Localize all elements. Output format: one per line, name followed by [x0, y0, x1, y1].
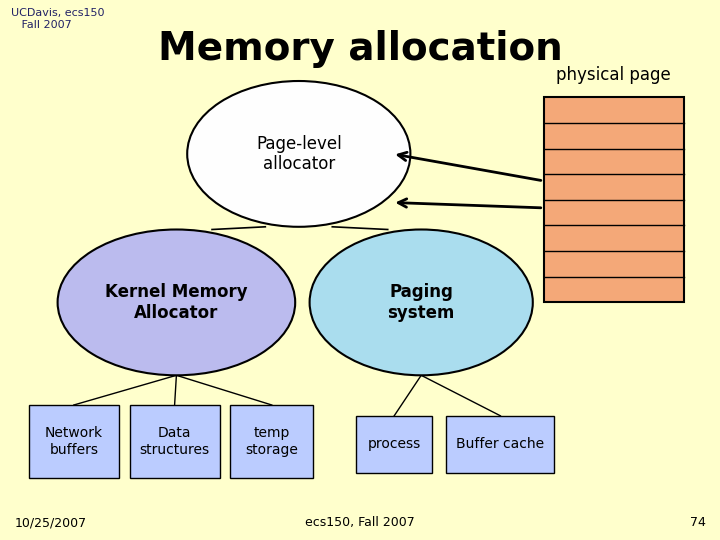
Bar	[230, 405, 313, 478]
Bar	[356, 416, 432, 472]
Bar	[544, 97, 684, 302]
Ellipse shape	[187, 81, 410, 227]
Text: temp
storage: temp storage	[246, 427, 298, 456]
Text: Buffer cache: Buffer cache	[456, 437, 544, 451]
Text: ecs150, Fall 2007: ecs150, Fall 2007	[305, 516, 415, 529]
Text: Network
buffers: Network buffers	[45, 427, 103, 456]
Text: process: process	[368, 437, 420, 451]
Text: Data
structures: Data structures	[140, 427, 210, 456]
Text: 10/25/2007: 10/25/2007	[14, 516, 86, 529]
Text: Memory allocation: Memory allocation	[158, 30, 562, 68]
Bar	[130, 405, 220, 478]
Ellipse shape	[58, 230, 295, 375]
Text: UCDavis, ecs150
   Fall 2007: UCDavis, ecs150 Fall 2007	[11, 8, 104, 30]
Text: Kernel Memory
Allocator: Kernel Memory Allocator	[105, 283, 248, 322]
Text: 74: 74	[690, 516, 706, 529]
Ellipse shape	[310, 230, 533, 375]
Text: physical page: physical page	[557, 66, 671, 84]
Text: Paging
system: Paging system	[387, 283, 455, 322]
Bar	[29, 405, 119, 478]
Text: Page-level
allocator: Page-level allocator	[256, 134, 342, 173]
Bar	[446, 416, 554, 472]
